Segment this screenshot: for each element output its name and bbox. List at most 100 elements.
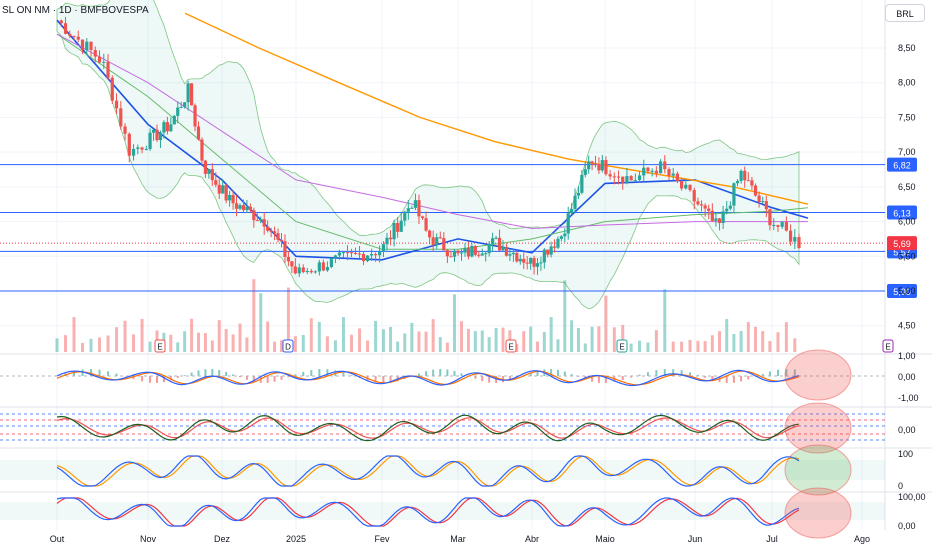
candle-body (743, 170, 747, 181)
last-price-tag (887, 236, 917, 251)
event-marker-label: E (885, 343, 890, 352)
candle-body (445, 250, 449, 257)
time-tick: Jul (766, 534, 778, 544)
candle-body (563, 233, 567, 237)
candle-body (148, 132, 152, 149)
macd-hist-bar (225, 371, 228, 376)
candle-body (162, 122, 166, 133)
volume-bar (81, 343, 85, 352)
candle-body (189, 83, 194, 106)
candle-body (780, 222, 784, 227)
macd-hist-bar (563, 371, 566, 376)
currency-button[interactable]: BRL (885, 4, 925, 22)
volume-bar (132, 334, 136, 352)
candle-body (497, 237, 502, 251)
candle-body (573, 195, 577, 209)
macd-hist-bar (238, 376, 241, 378)
volume-bar (196, 332, 200, 352)
macd-hist-bar (162, 376, 165, 383)
candle-body (341, 252, 346, 254)
horizontal-levels[interactable]: 6,82 6,13 5,57 5,00 5,69 (0, 157, 917, 298)
candle-body (72, 35, 76, 37)
candle-body (750, 180, 754, 186)
candle-body (746, 180, 750, 182)
macd-hist-bar (90, 369, 93, 376)
indicator-tick: 0,00 (898, 425, 916, 435)
candle-body (293, 266, 297, 274)
volume-bar (466, 328, 470, 352)
price-tick: 8,50 (898, 43, 916, 53)
volume-bar (732, 333, 736, 352)
volume-bar (106, 335, 110, 352)
macd-hist-bar (474, 376, 477, 379)
candle-body (169, 124, 173, 132)
candle-body (241, 205, 246, 211)
volume-bar (621, 324, 625, 352)
volume-bar (424, 331, 428, 352)
macd-hist-bar (81, 369, 84, 376)
candle-body (522, 258, 526, 263)
volume-bar (688, 339, 692, 352)
candle-body (535, 263, 540, 267)
price-axis[interactable]: 8,50 8,00 7,50 7,00 6,50 6,00 5,50 5,00 4,50 1,00… (898, 43, 926, 531)
volume-bar (768, 341, 772, 352)
macd-hist-bar (141, 376, 144, 382)
volume-bar (89, 338, 93, 352)
candle-body (688, 184, 692, 191)
candle-body (417, 200, 421, 217)
candle-body (176, 107, 180, 116)
highlight-circle (784, 487, 852, 539)
candle-body (583, 169, 587, 175)
level-label: 5,00 (893, 287, 911, 297)
candle-body (333, 255, 338, 259)
candle-body (764, 201, 768, 210)
macd-hist-bar (155, 376, 158, 383)
candle-body (525, 262, 529, 264)
volume-bar (431, 319, 435, 352)
macd-hist-bar (785, 369, 788, 376)
time-axis[interactable]: Out Nov Dez 2025 Fev Mar Abr Maio Jun Jul Ago (50, 534, 870, 544)
macd-hist-bar (310, 369, 313, 376)
candle-body (642, 167, 646, 176)
indicator-tick: 0 (898, 481, 903, 491)
candle-body (566, 213, 570, 234)
macd-hist-bar (197, 370, 200, 376)
macd-hist-bar (266, 376, 269, 383)
volume-bar (739, 330, 743, 352)
candle-body (480, 253, 484, 256)
candle-body (297, 267, 301, 274)
candle-body (369, 254, 374, 256)
candle-body (590, 161, 594, 164)
candle-body (207, 169, 211, 174)
oscillator-line (56, 455, 800, 487)
candle-body (784, 222, 788, 231)
volume-bar (123, 320, 127, 352)
candle-body (276, 233, 280, 240)
macd-hist-bar (768, 371, 771, 376)
volume-bar (515, 343, 519, 352)
candle-body (501, 246, 505, 251)
macd-hist-bar (529, 372, 532, 376)
candle-body (172, 115, 176, 125)
candle-body (381, 244, 386, 252)
volume-bar (252, 279, 256, 352)
time-tick: Ago (854, 534, 870, 544)
macd-hist-bar (597, 376, 600, 383)
highlight-circles (784, 349, 852, 539)
candle-body (735, 180, 740, 184)
volume-bar (542, 331, 546, 352)
volume-bar (279, 340, 283, 352)
candle-body (570, 208, 574, 214)
candle-body (228, 195, 232, 201)
candle-body (604, 160, 608, 175)
volume-bar (556, 339, 560, 352)
candle-body (671, 173, 675, 176)
volume-bar (325, 336, 329, 352)
volume-bar (210, 340, 214, 352)
candle-body (63, 23, 68, 34)
candle-body (357, 253, 362, 255)
candle-body (707, 208, 711, 211)
ma-line (184, 12, 809, 205)
